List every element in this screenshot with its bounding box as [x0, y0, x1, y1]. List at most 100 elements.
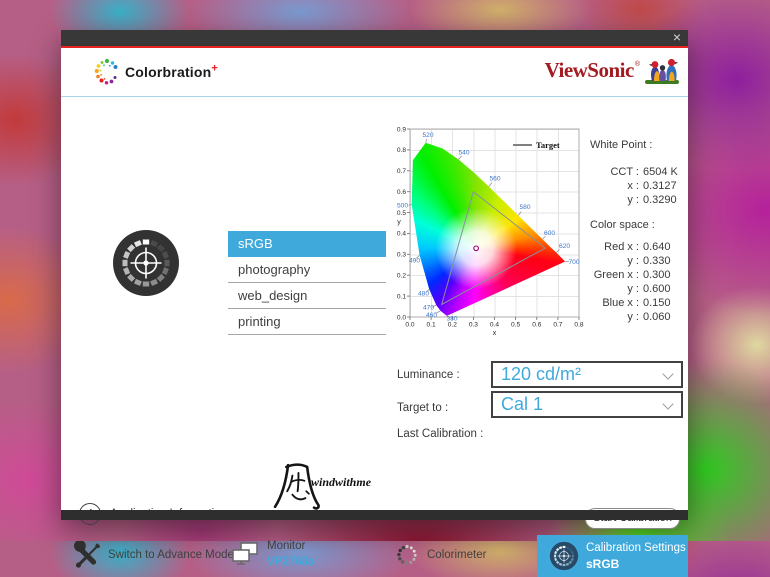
switch-to-advance-mode-button[interactable]: Switch to Advance Mode: [74, 541, 234, 569]
x-tick-label: 0.4: [490, 322, 499, 329]
preset-item-srgb[interactable]: sRGB: [228, 231, 386, 257]
white-point-panel: White Point : CCT : 6504 K x : 0.3127 y : 0…: [590, 139, 687, 324]
y-tick-label: 0.3: [397, 252, 406, 259]
calibration-settings-tab[interactable]: Calibration Settings sRGB: [537, 535, 688, 577]
blue-y-row: y : 0.060: [590, 310, 687, 324]
wind-calligraphy-icon: [273, 463, 320, 510]
target-to-value: Cal 1: [501, 394, 544, 414]
brand-red-divider: [61, 46, 688, 48]
y-tick-label: 0.9: [397, 126, 406, 133]
colorbration-plus: +: [211, 62, 219, 75]
y-tick-label: 0.2: [397, 273, 406, 280]
colorbration-logo: Colorbration+: [93, 57, 218, 87]
preset-item-web-design[interactable]: web_design: [228, 283, 386, 309]
y-tick-label: 0.0: [397, 314, 406, 321]
app-header: Colorbration+ ViewSonic ®: [61, 48, 688, 97]
blue-x-row: Blue x : 0.150: [590, 296, 687, 310]
blue-y-value: 0.060: [643, 311, 671, 323]
chromaticity-diagram: 0.0 0.1 0.2 0.3 0.4 0.5 0.6 0.7 0.8 0.9 …: [395, 118, 591, 340]
monitor-label: Monitor: [267, 540, 306, 552]
wp-y-label: y :: [627, 194, 639, 206]
blue-x-value: 0.150: [643, 297, 671, 309]
wavelength-label: 540: [458, 150, 469, 157]
luminance-value: 120 cd/m²: [501, 364, 582, 384]
legend-label: Target: [536, 140, 560, 150]
chevron-down-icon: [662, 398, 674, 410]
x-tick-label: 0.7: [553, 322, 562, 329]
colorimeter-dots-icon: [397, 544, 417, 566]
wavelength-label: 470: [423, 305, 434, 312]
red-x-row: Red x : 0.640: [590, 240, 687, 254]
close-icon[interactable]: ×: [672, 29, 681, 45]
x-tick-label: 0.2: [448, 322, 457, 329]
wavelength-label: 500: [397, 203, 408, 210]
chevron-down-icon: [662, 368, 674, 380]
calibration-settings-preset: sRGB: [586, 557, 620, 571]
green-x-label: Green x :: [593, 269, 639, 281]
preset-item-printing[interactable]: printing: [228, 309, 386, 335]
colorbration-dots-icon: [94, 58, 118, 85]
main-content: sRGB photography web_design printing: [61, 97, 688, 577]
blue-y-label: y :: [627, 311, 639, 323]
wp-x-label: x :: [627, 180, 639, 192]
last-calibration-label: Last Calibration :: [397, 428, 484, 440]
cct-row: CCT : 6504 K: [590, 165, 687, 179]
title-bar: ×: [61, 30, 688, 46]
wavelength-label: 380: [446, 316, 457, 323]
wp-y-row: y : 0.3290: [590, 193, 687, 207]
red-y-value: 0.330: [643, 255, 671, 267]
wavelength-label: 520: [422, 132, 433, 139]
green-y-row: y : 0.600: [590, 282, 687, 296]
red-x-value: 0.640: [643, 241, 671, 253]
green-x-value: 0.300: [643, 269, 671, 281]
switch-to-advance-mode-label: Switch to Advance Mode: [108, 549, 234, 561]
wp-x-value: 0.3127: [643, 180, 677, 192]
monitor-icon: [232, 542, 258, 565]
calibration-settings-label: Calibration Settings: [586, 542, 686, 554]
wavelength-label: 490: [409, 258, 420, 265]
window-bottom-edge: [61, 510, 688, 520]
monitor-button[interactable]: Monitor VP2768a: [231, 538, 314, 570]
red-y-label: y :: [627, 255, 639, 267]
plot-overlay: 0.0 0.1 0.2 0.3 0.4 0.5 0.6 0.7 0.8 0.9 …: [397, 126, 584, 337]
colorbration-title: Colorbration+: [125, 62, 219, 80]
x-tick-label: 0.1: [427, 322, 436, 329]
luminance-dropdown[interactable]: 120 cd/m²: [491, 361, 683, 388]
calibration-dial-icon: [113, 230, 179, 296]
white-point-marker: [473, 245, 479, 252]
viewsonic-logo: ViewSonic ®: [545, 54, 682, 86]
white-point-title: White Point :: [590, 139, 653, 151]
x-tick-label: 0.8: [574, 322, 583, 329]
wavelength-label: 620: [559, 243, 570, 250]
colorbration-window: × Colorbration+: [61, 30, 688, 577]
x-tick-label: 0.6: [532, 322, 541, 329]
red-x-label: Red x :: [604, 241, 639, 253]
windwithme-watermark: windwithme: [269, 455, 429, 517]
viewsonic-birds-icon: [645, 58, 679, 84]
y-tick-label: 0.5: [397, 210, 406, 217]
target-to-label: Target to :: [397, 402, 449, 414]
red-y-row: y : 0.330: [590, 254, 687, 268]
green-x-row: Green x : 0.300: [590, 268, 687, 282]
wavelength-label: 460: [426, 312, 437, 319]
y-tick-label: 0.8: [397, 147, 406, 154]
x-axis-label: x: [493, 330, 497, 337]
viewsonic-title: ViewSonic: [544, 57, 635, 82]
wp-x-row: x : 0.3127: [590, 179, 687, 193]
colorimeter-label: Colorimeter: [427, 549, 487, 561]
preset-list: sRGB photography web_design printing: [228, 231, 386, 335]
preset-item-photography[interactable]: photography: [228, 257, 386, 283]
colorimeter-button[interactable]: Colorimeter: [395, 543, 486, 567]
wavelength-label: 560: [489, 176, 500, 183]
y-tick-label: 0.6: [397, 189, 406, 196]
color-space-title: Color space :: [590, 219, 655, 231]
y-axis-label: y: [397, 219, 401, 226]
cct-label: CCT :: [610, 166, 639, 178]
x-tick-label: 0.0: [405, 322, 414, 329]
target-to-dropdown[interactable]: Cal 1: [491, 391, 683, 418]
wavelength-label: 600: [544, 230, 555, 237]
wavelength-label: 700: [568, 259, 579, 266]
x-tick-label: 0.5: [511, 322, 520, 329]
green-y-label: y :: [627, 283, 639, 295]
blue-x-label: Blue x :: [602, 297, 639, 309]
